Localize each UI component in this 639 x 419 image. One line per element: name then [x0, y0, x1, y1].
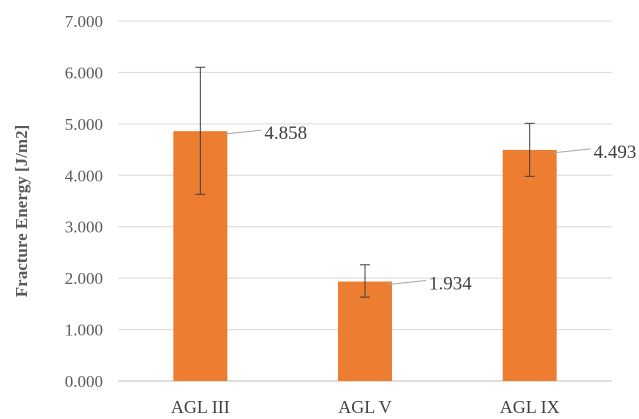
y-tick-label: 5.000 [65, 115, 103, 134]
error-bars [195, 66, 535, 298]
x-axis-category-labels: AGL III AGL V AGL IX [171, 397, 560, 417]
leader-line [387, 280, 427, 286]
data-label: 4.493 [594, 142, 637, 163]
data-label: 4.858 [264, 123, 307, 144]
error-bar [360, 264, 370, 298]
y-tick-label: 0.000 [65, 372, 103, 391]
leader-lines [223, 129, 591, 286]
bar [502, 149, 557, 381]
y-axis-tick-labels: 0.000 1.000 2.000 3.000 4.000 5.000 6.000 7.000 [65, 12, 103, 391]
category-label: AGL IX [500, 397, 560, 417]
error-bar [524, 122, 535, 177]
y-axis-label: Fracture Energy [J/m2] [12, 125, 31, 297]
data-labels: 4.858 1.934 4.493 [264, 123, 636, 294]
y-tick-label: 1.000 [65, 321, 103, 340]
data-label: 1.934 [429, 274, 472, 295]
bars [173, 131, 557, 381]
leader-line [223, 129, 262, 135]
category-label: AGL III [171, 397, 230, 417]
category-label: AGL V [338, 397, 392, 417]
y-tick-label: 4.000 [65, 166, 103, 185]
y-tick-label: 2.000 [65, 269, 103, 288]
y-tick-label: 3.000 [65, 218, 103, 237]
y-tick-label: 7.000 [65, 12, 103, 31]
bar [338, 281, 392, 381]
leader-line [552, 148, 591, 154]
y-tick-label: 6.000 [65, 63, 103, 82]
error-bar [195, 66, 206, 195]
